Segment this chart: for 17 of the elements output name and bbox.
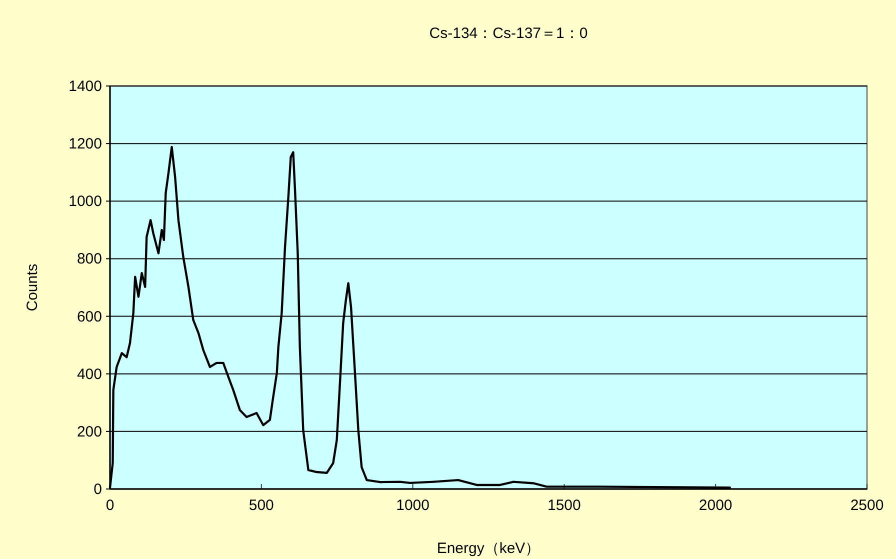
y-tick-label: 1400 <box>68 78 102 95</box>
chart-title: Cs-134：Cs-137＝1：0 <box>429 25 588 42</box>
y-tick-label: 1200 <box>68 136 102 153</box>
x-tick-label: 0 <box>106 497 114 514</box>
x-tick-label: 2000 <box>698 497 732 514</box>
y-tick-label: 400 <box>76 366 102 383</box>
y-tick-label: 1000 <box>68 193 102 210</box>
y-tick-label: 0 <box>94 481 102 498</box>
x-tick-label: 2500 <box>850 497 884 514</box>
y-tick-label: 600 <box>76 308 102 326</box>
x-tick-label: 1500 <box>548 497 581 514</box>
x-tick-label: 1000 <box>396 497 430 514</box>
y-tick-label: 200 <box>76 423 102 440</box>
x-tick-label: 500 <box>248 497 274 514</box>
y-tick-label: 800 <box>76 250 102 268</box>
y-axis-title: Counts <box>24 264 41 312</box>
x-axis-title: Energy（keV） <box>436 540 540 557</box>
